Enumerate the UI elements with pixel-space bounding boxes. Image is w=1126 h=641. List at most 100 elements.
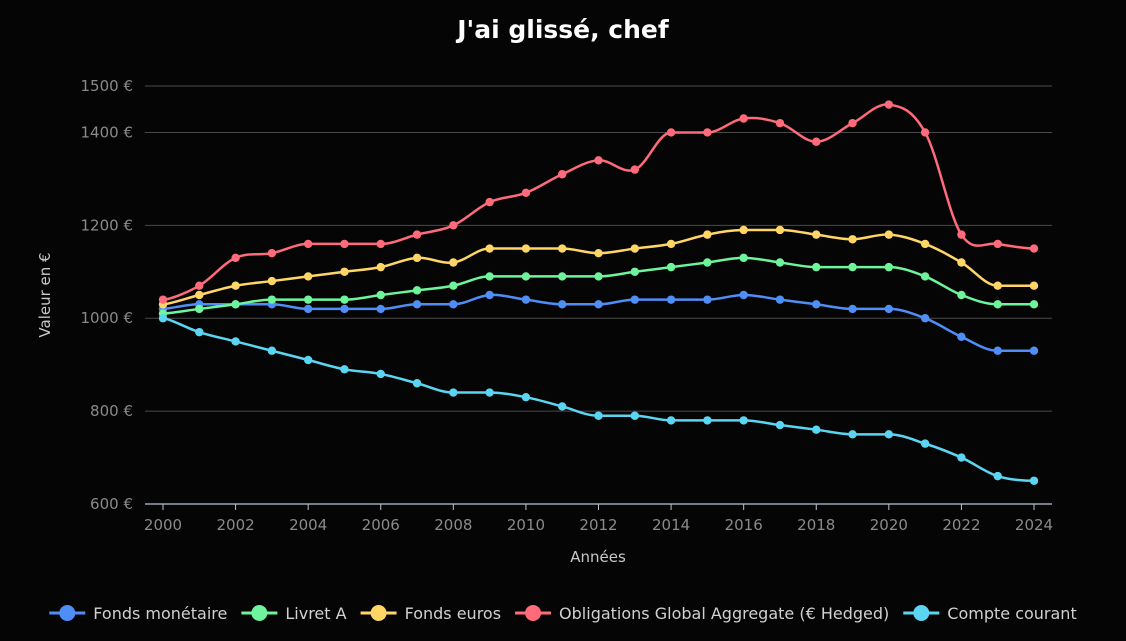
data-point[interactable] (884, 304, 894, 314)
data-point[interactable] (303, 239, 313, 249)
data-point[interactable] (812, 230, 821, 239)
data-point[interactable] (231, 337, 240, 346)
data-point[interactable] (449, 388, 458, 397)
data-point[interactable] (594, 411, 603, 420)
legend-item[interactable]: Obligations Global Aggregate (€ Hedged) (515, 604, 889, 623)
data-point[interactable] (594, 300, 603, 309)
data-point[interactable] (412, 300, 422, 309)
data-point[interactable] (303, 272, 313, 281)
data-point[interactable] (739, 416, 748, 425)
data-point[interactable] (703, 230, 712, 239)
data-point[interactable] (412, 379, 422, 388)
data-point[interactable] (957, 258, 966, 267)
data-point[interactable] (993, 471, 1002, 481)
data-point[interactable] (449, 258, 458, 267)
data-point[interactable] (340, 365, 349, 374)
data-point[interactable] (521, 392, 531, 402)
data-point[interactable] (340, 304, 349, 314)
data-point[interactable] (848, 235, 857, 244)
data-point[interactable] (267, 276, 277, 286)
data-point[interactable] (739, 114, 748, 123)
data-point[interactable] (993, 281, 1002, 290)
data-point[interactable] (485, 290, 494, 300)
data-point[interactable] (376, 304, 385, 314)
data-point[interactable] (666, 416, 676, 425)
data-point[interactable] (1029, 346, 1039, 355)
data-point[interactable] (739, 225, 748, 235)
data-point[interactable] (594, 272, 603, 281)
data-point[interactable] (957, 453, 966, 462)
data-point[interactable] (340, 295, 349, 304)
data-point[interactable] (775, 118, 785, 128)
data-point[interactable] (195, 304, 204, 314)
data-point[interactable] (340, 267, 349, 276)
data-point[interactable] (158, 314, 168, 323)
data-point[interactable] (812, 137, 821, 146)
legend-item[interactable]: Compte courant (903, 604, 1077, 623)
data-point[interactable] (303, 295, 313, 304)
data-point[interactable] (412, 286, 422, 295)
data-point[interactable] (666, 295, 676, 304)
data-point[interactable] (231, 253, 240, 263)
data-point[interactable] (848, 262, 857, 272)
data-point[interactable] (594, 156, 603, 165)
data-point[interactable] (920, 239, 930, 249)
data-point[interactable] (630, 411, 639, 420)
data-point[interactable] (485, 272, 494, 281)
data-point[interactable] (993, 346, 1002, 355)
data-point[interactable] (812, 262, 821, 272)
data-point[interactable] (666, 262, 676, 272)
data-point[interactable] (485, 388, 494, 397)
data-point[interactable] (231, 300, 240, 309)
data-point[interactable] (558, 244, 567, 253)
data-point[interactable] (376, 239, 385, 249)
data-point[interactable] (158, 295, 168, 304)
data-point[interactable] (485, 197, 494, 207)
data-point[interactable] (267, 295, 277, 304)
data-point[interactable] (775, 295, 785, 304)
data-point[interactable] (195, 290, 204, 300)
data-point[interactable] (703, 258, 712, 267)
data-point[interactable] (703, 416, 712, 425)
data-point[interactable] (1029, 281, 1039, 290)
data-point[interactable] (558, 170, 567, 179)
data-point[interactable] (957, 290, 966, 300)
data-point[interactable] (920, 314, 930, 323)
data-point[interactable] (412, 253, 422, 263)
data-point[interactable] (412, 230, 422, 239)
data-point[interactable] (376, 290, 385, 300)
data-point[interactable] (993, 239, 1002, 249)
data-point[interactable] (920, 439, 930, 448)
data-point[interactable] (957, 230, 966, 239)
data-point[interactable] (231, 281, 240, 290)
data-point[interactable] (521, 295, 531, 304)
data-point[interactable] (848, 304, 857, 314)
data-point[interactable] (558, 272, 567, 281)
data-point[interactable] (303, 304, 313, 314)
data-point[interactable] (267, 346, 277, 355)
data-point[interactable] (558, 402, 567, 411)
data-point[interactable] (1029, 244, 1039, 253)
data-point[interactable] (521, 244, 531, 253)
data-point[interactable] (1029, 476, 1039, 485)
data-point[interactable] (630, 165, 639, 174)
data-point[interactable] (884, 100, 894, 109)
data-point[interactable] (340, 239, 349, 249)
data-point[interactable] (775, 420, 785, 430)
data-point[interactable] (957, 332, 966, 341)
data-point[interactable] (703, 295, 712, 304)
data-point[interactable] (848, 118, 857, 128)
data-point[interactable] (521, 188, 531, 198)
data-point[interactable] (630, 244, 639, 253)
data-point[interactable] (195, 281, 204, 290)
data-point[interactable] (558, 300, 567, 309)
legend-item[interactable]: Livret A (241, 604, 347, 623)
data-point[interactable] (449, 281, 458, 290)
data-point[interactable] (848, 430, 857, 439)
data-point[interactable] (594, 249, 603, 258)
data-point[interactable] (884, 230, 894, 239)
data-point[interactable] (739, 290, 748, 300)
data-point[interactable] (739, 253, 748, 263)
data-point[interactable] (884, 262, 894, 272)
data-point[interactable] (376, 369, 385, 379)
